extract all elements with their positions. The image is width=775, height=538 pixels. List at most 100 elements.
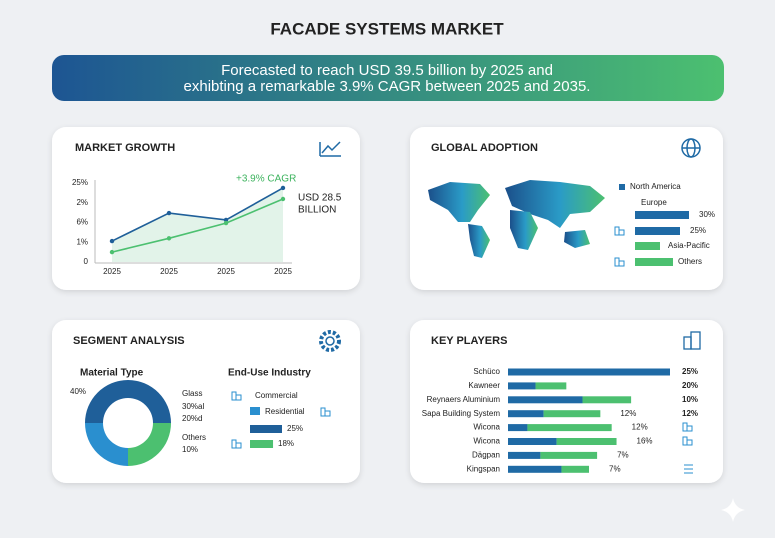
value-label: 30% — [699, 210, 715, 219]
annotation: +3.9% CAGR — [236, 174, 296, 185]
region-bar — [635, 258, 673, 266]
legend-swatch — [619, 184, 625, 190]
player-bar — [508, 424, 528, 432]
segment-bar — [250, 407, 260, 415]
mid-label: 12% — [620, 409, 636, 418]
slice-label: 20%d — [182, 414, 202, 423]
slice-label: Glass — [182, 389, 202, 398]
legend-label: North America — [630, 182, 681, 191]
slice-label: 10% — [182, 445, 198, 454]
slice-label: 40% — [70, 387, 86, 396]
player-bar — [508, 438, 557, 445]
player-bar — [540, 451, 598, 459]
label: Residential — [265, 407, 305, 416]
callout: BILLION — [298, 205, 336, 216]
player-name: Wicona — [473, 423, 500, 432]
y-tick-label: 1% — [76, 237, 88, 246]
card-title: SEGMENT ANALYSIS — [73, 335, 185, 347]
share-label: 12% — [682, 409, 698, 418]
player-bar — [508, 451, 541, 459]
legend-label: Others — [678, 257, 702, 266]
player-name: Reynaers Aluminium — [427, 395, 501, 404]
point — [223, 217, 229, 223]
x-tick-label: 2025 — [274, 267, 292, 276]
segment-bar — [250, 425, 282, 433]
donut-slice — [128, 423, 171, 466]
globe-icon — [681, 138, 701, 158]
value-label: 25% — [287, 424, 303, 433]
mid-label: 16% — [637, 437, 653, 446]
point — [166, 236, 172, 241]
building-icon — [683, 331, 701, 350]
y-tick-label: 25% — [72, 178, 88, 187]
sparkle — [721, 498, 745, 522]
title: FACADE SYSTEMS MARKET — [270, 19, 504, 38]
player-bar — [508, 410, 544, 418]
player-bar — [508, 396, 583, 404]
callout: USD 28.5 — [298, 193, 342, 204]
mid-label: 7% — [609, 464, 621, 473]
point — [109, 249, 115, 255]
slice-label: 30%al — [182, 402, 204, 411]
player-name: Dägpan — [472, 451, 500, 460]
x-tick-label: 2025 — [160, 267, 178, 276]
point — [109, 238, 115, 244]
area — [112, 187, 283, 262]
player-bar — [556, 438, 617, 445]
card-title: MARKET GROWTH — [75, 142, 175, 154]
region-bar — [635, 227, 680, 235]
banner — [52, 55, 724, 101]
donut-slice — [85, 423, 128, 466]
y-tick-label: 0 — [84, 257, 89, 266]
player-bar — [508, 382, 536, 390]
y-tick-label: 2% — [76, 198, 88, 207]
donut-slice — [85, 380, 171, 423]
mid-label: 12% — [632, 423, 648, 432]
legend-label: Asia-Pacific — [668, 241, 710, 250]
x-tick-label: 2025 — [217, 267, 235, 276]
point — [280, 196, 286, 202]
subtitle: End-Use Industry — [228, 368, 311, 379]
player-bar — [535, 382, 567, 390]
player-bar — [543, 410, 601, 418]
value-label: 25% — [690, 226, 706, 235]
point — [280, 185, 286, 191]
small-icons — [231, 226, 693, 474]
share-label: 10% — [682, 395, 698, 404]
card-title: KEY PLAYERS — [431, 335, 507, 347]
banner-text: exhibting a remarkable 3.9% CAGR between… — [184, 78, 591, 95]
trend-icon — [319, 141, 341, 157]
player-name: Schüco — [473, 367, 500, 376]
line — [111, 187, 284, 242]
legend-label: Europe — [641, 198, 667, 207]
x-tick-label: 2025 — [103, 267, 121, 276]
mid-label: 7% — [617, 451, 629, 460]
player-bar — [508, 368, 670, 376]
player-name: Kingspan — [467, 464, 500, 473]
line — [111, 198, 284, 253]
card — [52, 320, 360, 483]
player-name: Sapa Building System — [422, 409, 501, 418]
player-bar — [508, 465, 562, 473]
share-label: 25% — [682, 367, 698, 376]
gear-icon — [319, 330, 341, 352]
player-bar — [582, 396, 632, 404]
label: Commercial — [255, 391, 298, 400]
player-bar — [527, 424, 612, 432]
point — [223, 220, 229, 226]
region-bar — [635, 211, 689, 219]
y-tick-label: 6% — [76, 218, 88, 227]
share-label: 20% — [682, 381, 698, 390]
subtitle: Material Type — [80, 368, 144, 379]
point — [166, 210, 172, 216]
region-bar — [635, 242, 660, 250]
segment-bar — [250, 440, 274, 448]
value-label: 18% — [278, 439, 294, 448]
world-map — [428, 180, 605, 258]
player-name: Wicona — [473, 437, 500, 446]
player-name: Kawneer — [468, 381, 500, 390]
banner-text: Forecasted to reach USD 39.5 billion by … — [221, 62, 553, 79]
slice-label: Others — [182, 433, 206, 442]
player-bar — [561, 465, 589, 473]
